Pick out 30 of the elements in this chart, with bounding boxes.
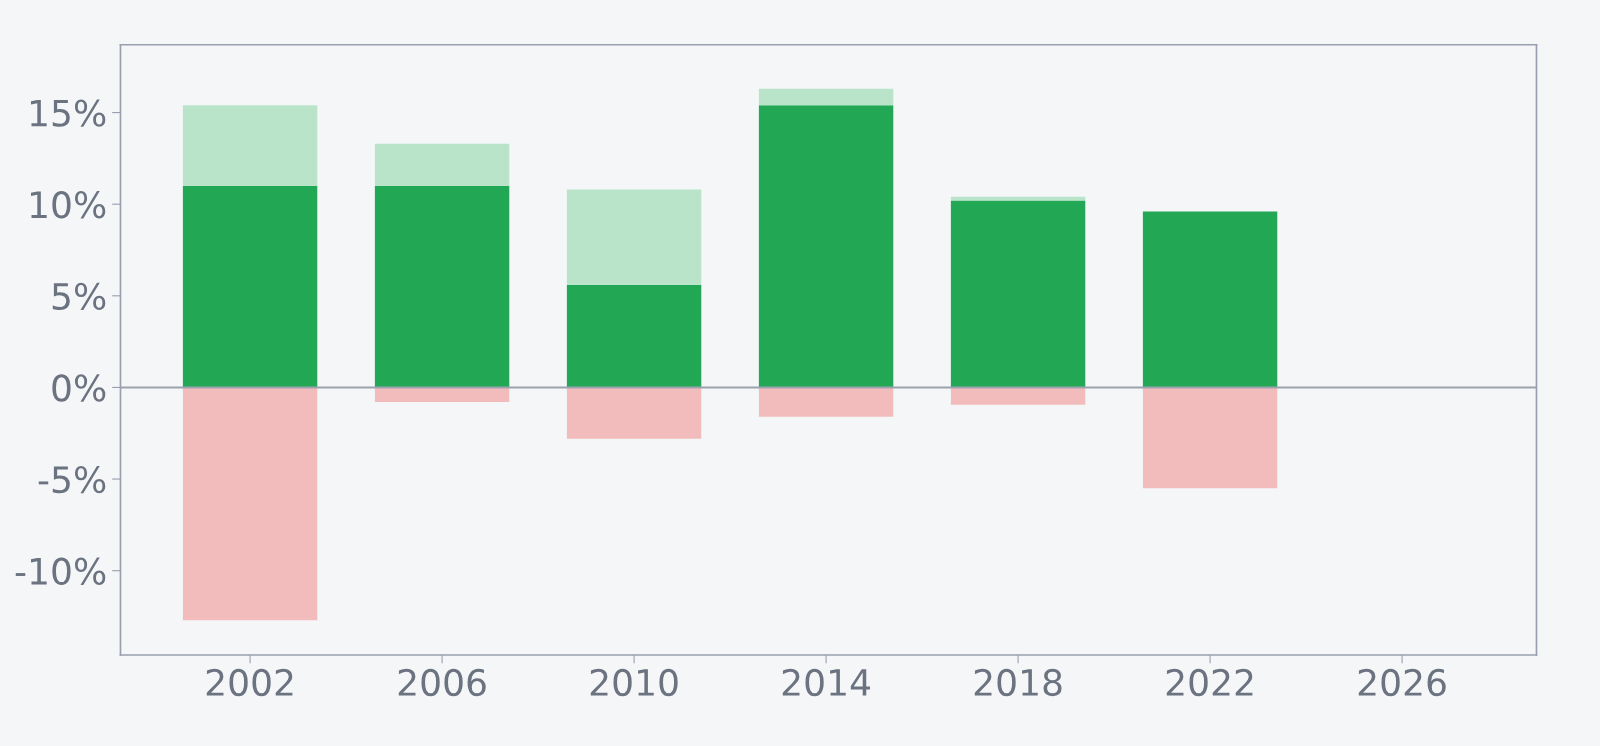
bar <box>1142 211 1278 388</box>
y-tick-label: 0% <box>52 374 106 402</box>
bar <box>1142 387 1278 489</box>
bar <box>182 185 318 388</box>
bar <box>182 105 318 186</box>
bar <box>374 185 510 388</box>
bar <box>758 105 894 388</box>
x-tick-label: 2006 <box>398 668 486 697</box>
bar <box>374 387 510 403</box>
x-tick-label: 2022 <box>1166 668 1253 697</box>
x-tick-label: 2010 <box>590 668 678 697</box>
bar <box>182 387 318 621</box>
bar <box>566 189 702 285</box>
x-tick-label: 2002 <box>206 668 293 697</box>
y-tick-label: 10% <box>30 191 106 219</box>
x-tick-label: 2018 <box>974 668 1062 697</box>
bar <box>566 284 702 388</box>
bar <box>374 143 510 186</box>
y-tick-label: 5% <box>52 282 106 311</box>
y-tick-label: -5% <box>38 465 106 494</box>
bar <box>566 387 702 439</box>
bar <box>950 196 1086 201</box>
x-tick-label: 2026 <box>1358 668 1446 697</box>
bar <box>758 88 894 106</box>
y-tick-label: -10% <box>15 557 106 585</box>
bar <box>950 200 1086 388</box>
x-tick-label: 2014 <box>782 668 870 697</box>
y-tick-label: 15% <box>30 99 106 127</box>
bar <box>758 387 894 417</box>
bar <box>950 387 1086 405</box>
